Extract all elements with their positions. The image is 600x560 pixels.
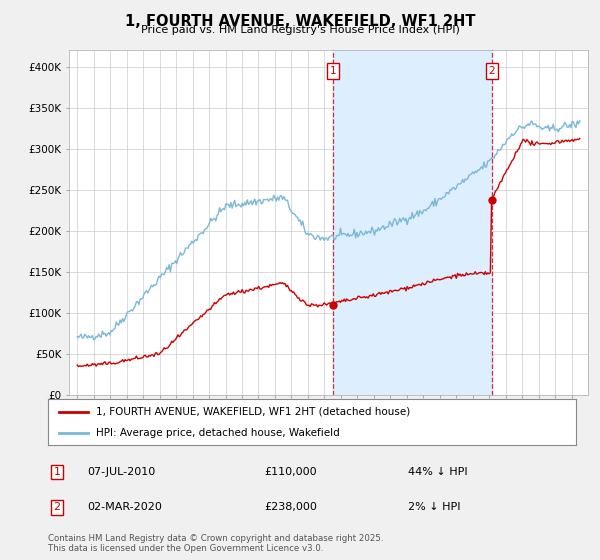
Text: 02-MAR-2020: 02-MAR-2020	[87, 502, 162, 512]
Text: 07-JUL-2010: 07-JUL-2010	[87, 467, 155, 477]
Text: 1, FOURTH AVENUE, WAKEFIELD, WF1 2HT (detached house): 1, FOURTH AVENUE, WAKEFIELD, WF1 2HT (de…	[95, 407, 410, 417]
Text: £110,000: £110,000	[264, 467, 317, 477]
Text: 2% ↓ HPI: 2% ↓ HPI	[408, 502, 461, 512]
Text: Contains HM Land Registry data © Crown copyright and database right 2025.
This d: Contains HM Land Registry data © Crown c…	[48, 534, 383, 553]
Text: 1: 1	[53, 467, 61, 477]
Text: HPI: Average price, detached house, Wakefield: HPI: Average price, detached house, Wake…	[95, 428, 339, 438]
Bar	[333, 50, 492, 395]
Text: £238,000: £238,000	[264, 502, 317, 512]
Text: 44% ↓ HPI: 44% ↓ HPI	[408, 467, 467, 477]
Text: 1: 1	[329, 66, 336, 76]
Text: 1, FOURTH AVENUE, WAKEFIELD, WF1 2HT: 1, FOURTH AVENUE, WAKEFIELD, WF1 2HT	[125, 14, 475, 29]
Text: 2: 2	[53, 502, 61, 512]
Text: 2: 2	[488, 66, 495, 76]
Text: Price paid vs. HM Land Registry's House Price Index (HPI): Price paid vs. HM Land Registry's House …	[140, 25, 460, 35]
